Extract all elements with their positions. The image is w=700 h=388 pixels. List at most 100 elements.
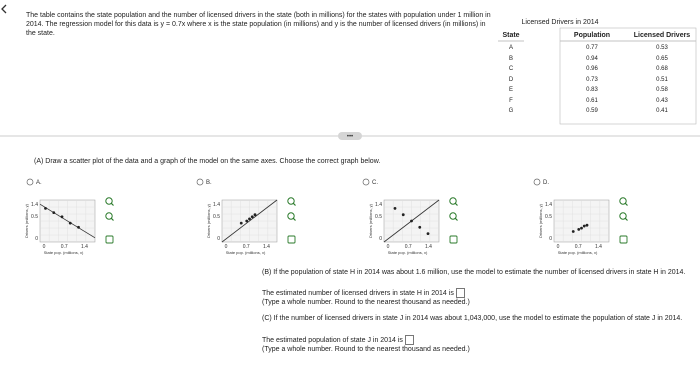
open-icon[interactable] <box>449 235 458 244</box>
zoom-icon[interactable] <box>287 212 295 220</box>
zoom-icon[interactable] <box>619 197 627 205</box>
y-axis-label: Drivers (millions, y) <box>538 203 543 238</box>
table-cell: 0.51 <box>656 76 668 83</box>
answer-input[interactable] <box>455 288 465 298</box>
zoom-handle <box>624 217 628 221</box>
scatter-point <box>239 221 243 225</box>
x-tick-label: 0.7 <box>575 244 582 250</box>
radio-button[interactable] <box>533 178 541 186</box>
y-tick-label: 0.5 <box>375 214 382 220</box>
y-tick-label: 0 <box>379 236 382 242</box>
radio-button[interactable] <box>362 178 370 186</box>
part-b-hint: (Type a whole number. Round to the neare… <box>262 299 470 306</box>
scatter-point <box>60 215 64 219</box>
y-tick-label: 0.5 <box>31 214 38 220</box>
scatter-point <box>410 219 413 223</box>
open-icon[interactable] <box>619 235 628 244</box>
table-cell: 0.77 <box>586 45 598 51</box>
table-cell: 0.58 <box>656 87 668 93</box>
zoom-icon[interactable] <box>105 212 113 220</box>
y-tick-label: 1.4 <box>375 202 382 208</box>
answer-text: The estimated population of state J in 2… <box>262 336 403 344</box>
table-cell: 0.41 <box>656 108 668 114</box>
y-tick-label: 0 <box>35 236 38 242</box>
table-cell: F <box>509 97 513 104</box>
x-tick-label: 1.4 <box>263 244 270 250</box>
pill-dots: ••• <box>347 134 353 140</box>
zoom-handle <box>110 217 114 221</box>
zoom-handle <box>292 202 296 206</box>
open-icon[interactable] <box>105 235 114 244</box>
x-tick-label: 0.7 <box>61 244 68 250</box>
y-tick-label: 1.4 <box>31 202 38 208</box>
x-tick-label: 0.7 <box>243 244 250 250</box>
part-c-prompt: (C) If the number of licensed drivers in… <box>262 315 683 322</box>
radio-button[interactable] <box>26 178 34 186</box>
back-arrow[interactable] <box>1 4 7 14</box>
table-title: Licensed Drivers in 2014 <box>521 19 599 26</box>
y-tick-label: 1.4 <box>545 202 552 208</box>
scatter-point <box>585 223 589 227</box>
scatter-point <box>393 207 397 210</box>
intro-text: The table contains the state population … <box>26 12 491 37</box>
y-tick-label: 0 <box>549 236 552 242</box>
zoom-handle <box>624 202 628 206</box>
table-cell: 0.96 <box>586 66 598 72</box>
part-c-hint: (Type a whole number. Round to the neare… <box>262 346 470 353</box>
x-tick-label: 0.7 <box>405 244 412 250</box>
x-axis-label: State pop. (millions, x) <box>226 250 266 255</box>
part-b-prompt: (B) If the population of state H in 2014… <box>262 269 686 276</box>
part-c-answer: The estimated population of state J in 2… <box>262 335 414 345</box>
scatter-point <box>580 226 583 230</box>
option-label: D. <box>543 180 549 186</box>
x-tick-label: 0 <box>225 244 228 250</box>
zoom-icon[interactable] <box>105 197 113 205</box>
table-cell: B <box>508 55 513 62</box>
radio-button[interactable] <box>196 178 204 186</box>
table-cell: G <box>508 108 514 114</box>
table-header: Population <box>573 32 611 39</box>
scatter-point <box>582 224 586 228</box>
table-cell: E <box>508 87 513 93</box>
table-cell: A <box>508 45 513 51</box>
option-label: A. <box>36 180 42 186</box>
zoom-icon[interactable] <box>449 197 457 205</box>
table-header: Licensed Drivers <box>633 32 691 39</box>
part-a-prompt: (A) Draw a scatter plot of the data and … <box>34 158 381 165</box>
table-cell: 0.43 <box>656 97 668 104</box>
scatter-point <box>245 219 249 223</box>
y-axis-label: Drivers (millions, y) <box>368 203 373 238</box>
table-cell: D <box>508 76 514 83</box>
zoom-icon[interactable] <box>287 197 295 205</box>
table-header: State <box>502 32 520 39</box>
scatter-point <box>52 211 56 215</box>
scatter-point <box>571 230 575 233</box>
zoom-handle <box>454 217 458 221</box>
x-tick-label: 1.4 <box>425 244 432 250</box>
table-cell: 0.53 <box>656 45 668 51</box>
x-axis-label: State pop. (millions, x) <box>558 250 598 255</box>
zoom-handle <box>110 202 114 206</box>
answer-input[interactable] <box>404 335 414 345</box>
scatter-point <box>401 213 405 217</box>
zoom-icon[interactable] <box>449 212 457 220</box>
scatter-point <box>248 217 251 221</box>
model-line <box>221 199 278 243</box>
answer-text: The estimated number of licensed drivers… <box>262 289 454 297</box>
y-axis-label: Drivers (millions, y) <box>24 203 29 238</box>
scatter-point <box>250 215 254 219</box>
y-tick-label: 0 <box>217 236 220 242</box>
open-icon[interactable] <box>287 235 296 244</box>
scatter-point <box>577 228 581 231</box>
table-cell: C <box>508 66 514 72</box>
x-tick-label: 1.4 <box>81 244 88 250</box>
y-tick-label: 1.4 <box>213 202 220 208</box>
expand-pill[interactable] <box>338 132 362 140</box>
option-label: C. <box>372 180 378 186</box>
zoom-icon[interactable] <box>619 212 627 220</box>
x-axis-label: State pop. (millions, x) <box>388 250 428 255</box>
x-tick-label: 0 <box>557 244 560 250</box>
zoom-handle <box>454 202 458 206</box>
